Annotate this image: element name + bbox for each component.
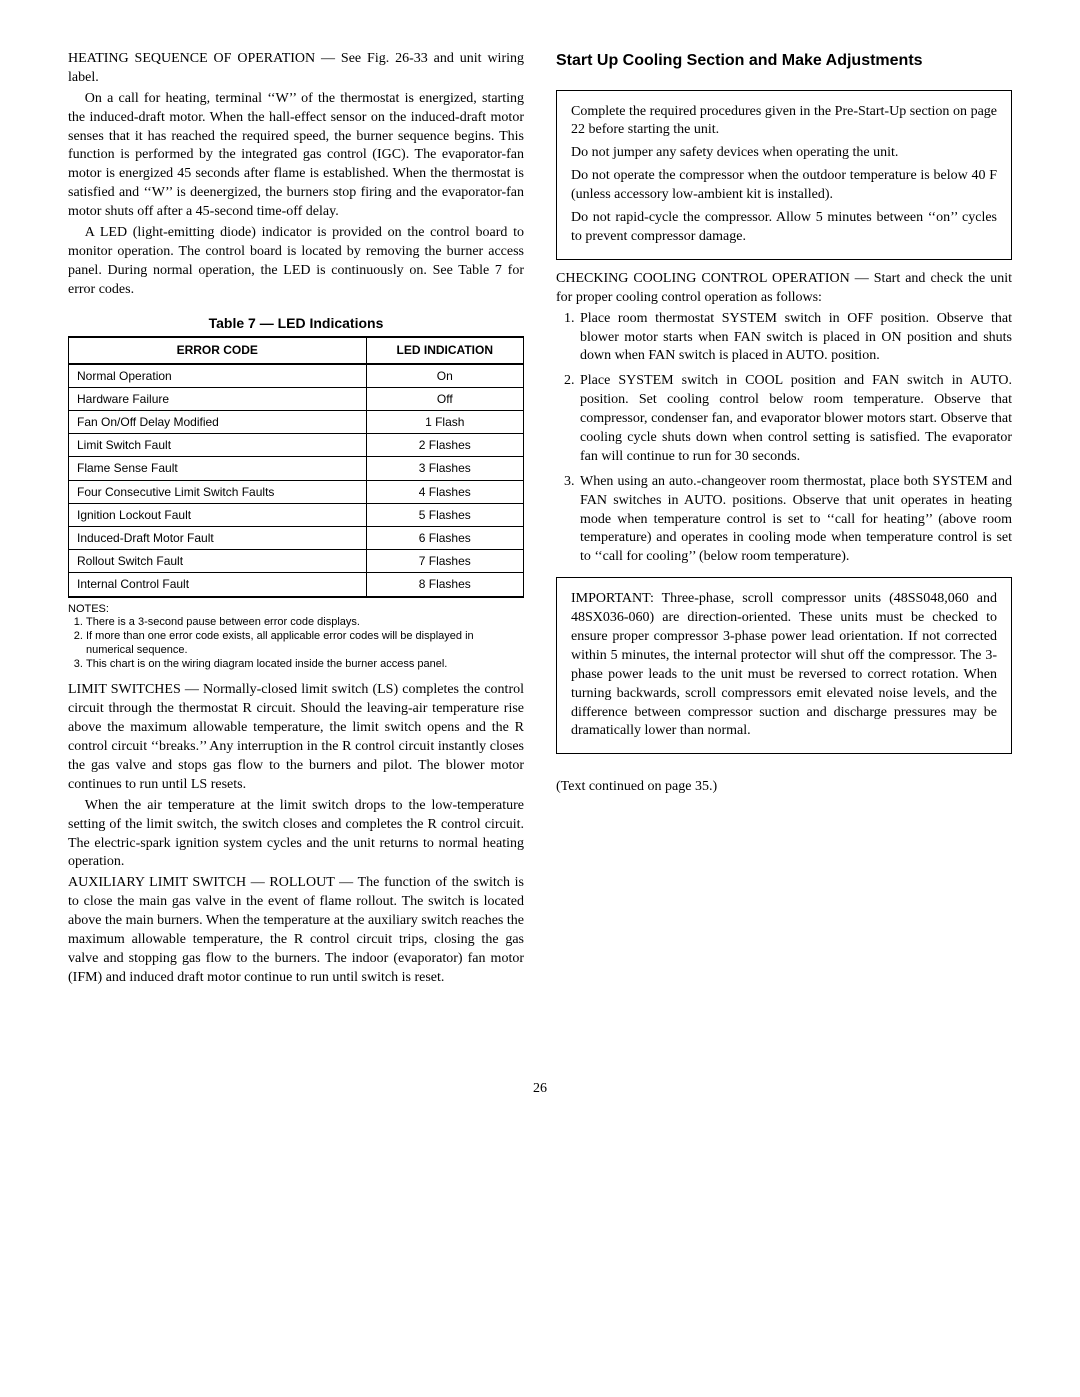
notes-list: There is a 3-second pause between error … (68, 616, 524, 671)
table-cell: Off (366, 387, 523, 410)
page-number: 26 (68, 1080, 1012, 1099)
table-row: Flame Sense Fault3 Flashes (69, 457, 524, 480)
table-cell: 6 Flashes (366, 526, 523, 549)
step-item: When using an auto.-changeover room ther… (578, 473, 1012, 567)
caution-box-1: Complete the required procedures given i… (556, 90, 1012, 260)
table-cell: Ignition Lockout Fault (69, 503, 367, 526)
continued-text: (Text continued on page 35.) (556, 778, 1012, 797)
table-cell: Normal Operation (69, 364, 367, 388)
notes-title: NOTES: (68, 602, 524, 617)
important-text: IMPORTANT: Three-phase, scroll compresso… (571, 590, 997, 741)
table-cell: Fan On/Off Delay Modified (69, 411, 367, 434)
table-cell: 7 Flashes (366, 550, 523, 573)
table-cell: 1 Flash (366, 411, 523, 434)
table-cell: Rollout Switch Fault (69, 550, 367, 573)
led-indicator-body: A LED (light-emitting diode) indicator i… (68, 224, 524, 300)
right-column: Start Up Cooling Section and Make Adjust… (556, 50, 1012, 990)
note-item: If more than one error code exists, all … (86, 630, 524, 658)
table-cell: Flame Sense Fault (69, 457, 367, 480)
table-cell: 4 Flashes (366, 480, 523, 503)
left-column: HEATING SEQUENCE OF OPERATION — See Fig.… (68, 50, 524, 990)
step-item: Place room thermostat SYSTEM switch in O… (578, 310, 1012, 367)
led-indications-table: ERROR CODE LED INDICATION Normal Operati… (68, 336, 524, 597)
table-notes: NOTES: There is a 3-second pause between… (68, 602, 524, 672)
table-row: Fan On/Off Delay Modified1 Flash (69, 411, 524, 434)
table-cell: 5 Flashes (366, 503, 523, 526)
table-row: Ignition Lockout Fault5 Flashes (69, 503, 524, 526)
table-row: Rollout Switch Fault7 Flashes (69, 550, 524, 573)
limit-switches-body: LIMIT SWITCHES — Normally-closed limit s… (68, 681, 524, 794)
note-item: There is a 3-second pause between error … (86, 616, 524, 630)
aux-limit-switch-body: AUXILIARY LIMIT SWITCH — ROLLOUT — The f… (68, 874, 524, 987)
table-caption: Table 7 — LED Indications (68, 314, 524, 333)
step-item: Place SYSTEM switch in COOL position and… (578, 372, 1012, 466)
two-column-layout: HEATING SEQUENCE OF OPERATION — See Fig.… (68, 50, 1012, 990)
box1-p1: Complete the required procedures given i… (571, 103, 997, 141)
heating-sequence-intro: HEATING SEQUENCE OF OPERATION — See Fig.… (68, 50, 524, 88)
important-box: IMPORTANT: Three-phase, scroll compresso… (556, 577, 1012, 754)
checking-cooling-intro: CHECKING COOLING CONTROL OPERATION — Sta… (556, 270, 1012, 308)
table-cell: 2 Flashes (366, 434, 523, 457)
table-row: Normal OperationOn (69, 364, 524, 388)
table-cell: On (366, 364, 523, 388)
table-row: Four Consecutive Limit Switch Faults4 Fl… (69, 480, 524, 503)
note-item: This chart is on the wiring diagram loca… (86, 658, 524, 672)
table-cell: 8 Flashes (366, 573, 523, 597)
table-cell: Hardware Failure (69, 387, 367, 410)
limit-switch-reset-body: When the air temperature at the limit sw… (68, 797, 524, 873)
table-row: Induced-Draft Motor Fault6 Flashes (69, 526, 524, 549)
table-header-led-indication: LED INDICATION (366, 337, 523, 363)
table-cell: Limit Switch Fault (69, 434, 367, 457)
table-row: Internal Control Fault8 Flashes (69, 573, 524, 597)
table-cell: Four Consecutive Limit Switch Faults (69, 480, 367, 503)
table-row: Limit Switch Fault2 Flashes (69, 434, 524, 457)
heating-sequence-body: On a call for heating, terminal ‘‘W’’ of… (68, 90, 524, 222)
table-header-error-code: ERROR CODE (69, 337, 367, 363)
box1-p2: Do not jumper any safety devices when op… (571, 144, 997, 163)
section-heading: Start Up Cooling Section and Make Adjust… (556, 50, 1012, 72)
table-cell: 3 Flashes (366, 457, 523, 480)
table-cell: Induced-Draft Motor Fault (69, 526, 367, 549)
steps-list: Place room thermostat SYSTEM switch in O… (556, 310, 1012, 568)
box1-p3: Do not operate the compressor when the o… (571, 167, 997, 205)
table-cell: Internal Control Fault (69, 573, 367, 597)
table-row: Hardware FailureOff (69, 387, 524, 410)
box1-p4: Do not rapid-cycle the compressor. Allow… (571, 209, 997, 247)
